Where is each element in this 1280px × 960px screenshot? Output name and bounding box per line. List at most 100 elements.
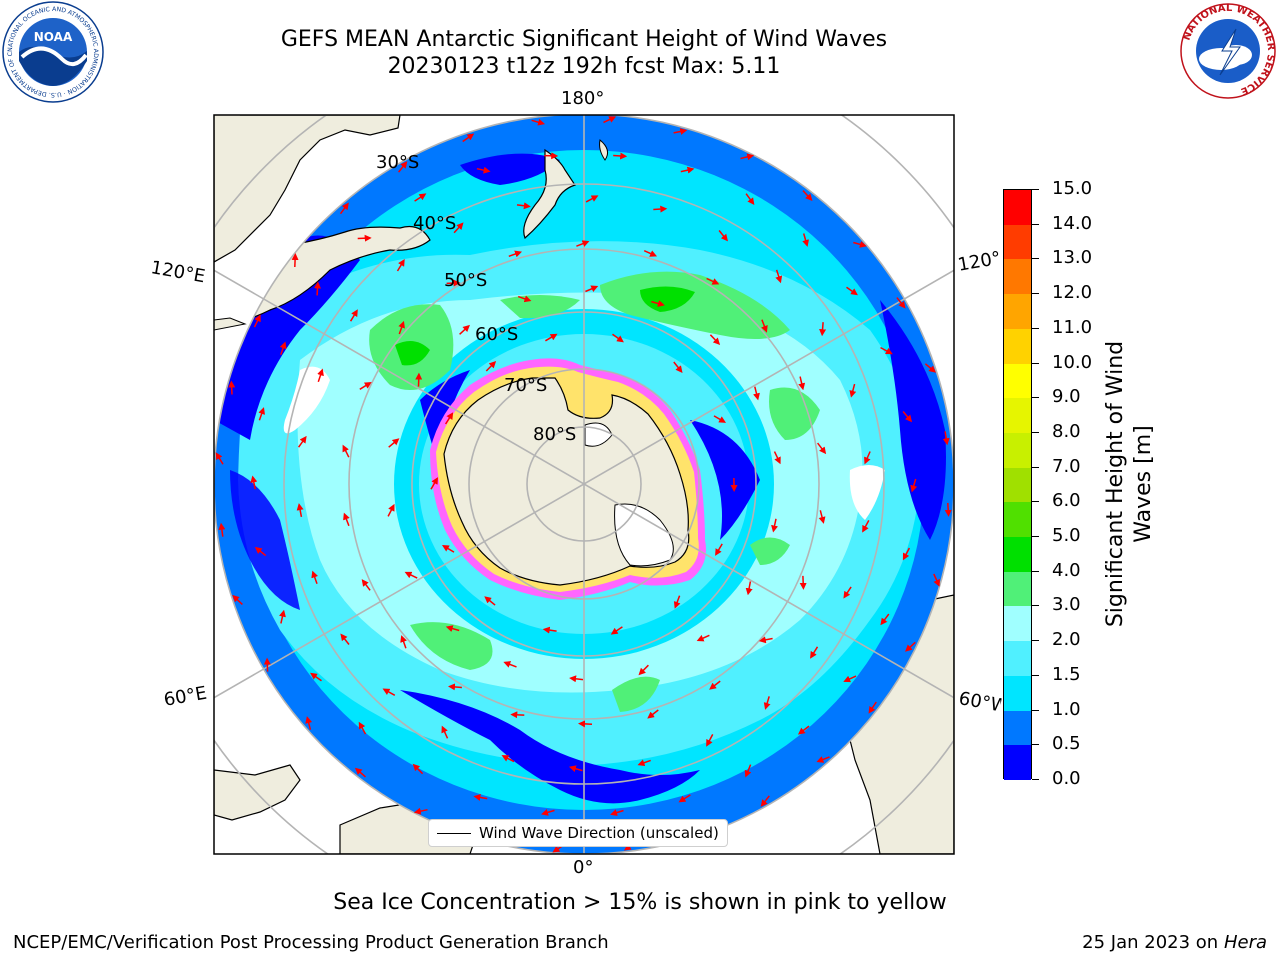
wave-arrow (924, 363, 937, 373)
wave-arrow (673, 361, 683, 373)
colorbar-segment (1004, 606, 1031, 642)
wave-arrow (545, 333, 558, 342)
colorbar-segment (1004, 190, 1031, 225)
wave-arrow (314, 281, 322, 296)
wave-arrow (254, 546, 267, 557)
wave-arrow (933, 573, 940, 587)
wave-arrow (305, 716, 313, 730)
footer-host: Hera (1223, 932, 1267, 953)
wave-arrow (349, 309, 358, 322)
wave-arrow (653, 205, 668, 213)
wave-arrow (902, 411, 913, 423)
wave-arrow (706, 734, 714, 747)
wave-arrow (462, 133, 475, 143)
wave-arrow (843, 586, 852, 599)
colorbar-segment (1004, 363, 1031, 399)
colorbar-segment (1004, 224, 1031, 260)
wave-arrow (773, 451, 781, 465)
colorbar-tick (1032, 327, 1039, 329)
colorbar-tick (1032, 189, 1039, 190)
lon-label-180: 180° (561, 88, 605, 109)
colorbar-tick-label: 8.0 (1052, 420, 1081, 442)
wave-arrow (501, 755, 515, 763)
wave-arrow (816, 756, 830, 763)
wave-arrow (218, 522, 226, 537)
wave-arrow (612, 333, 624, 343)
colorbar-segment (1004, 259, 1031, 295)
wave-arrow (678, 794, 691, 803)
wave-arrow (398, 161, 408, 173)
wave-arrow (444, 412, 454, 425)
wave-arrow (868, 701, 877, 714)
wave-arrow (339, 202, 349, 215)
legend-line-swatch (437, 832, 471, 834)
wave-arrow (453, 222, 464, 234)
wave-arrow (673, 128, 688, 135)
wave-arrow (279, 341, 287, 356)
colorbar-tick-label: 2.0 (1052, 629, 1081, 651)
wave-arrow (361, 579, 371, 591)
wave-arrow (942, 431, 950, 446)
wave-arrow (473, 793, 488, 801)
footer-credit: NCEP/EMC/Verification Post Processing Pr… (13, 932, 609, 953)
wave-arrow (291, 253, 299, 268)
wave-arrow (232, 594, 243, 605)
wave-arrow (802, 190, 813, 201)
wave-arrow (610, 626, 623, 635)
colorbar-segment (1004, 710, 1031, 746)
wave-arrow (744, 764, 752, 778)
wave-arrow (715, 543, 723, 556)
colorbar-tick (1032, 397, 1039, 399)
colorbar-segment (1004, 537, 1031, 572)
wave-arrow (250, 475, 258, 490)
chart-subtitle: 20230123 t12z 192h fcst Max: 5.11 (387, 54, 781, 79)
wave-arrow (696, 634, 710, 642)
colorbar-segment (1004, 432, 1031, 468)
wave-arrow (396, 258, 405, 272)
footer-date-text: 25 Jan 2023 on (1082, 932, 1219, 953)
wave-arrow (340, 633, 350, 645)
wave-arrow (398, 320, 405, 335)
wave-arrow (760, 795, 770, 807)
wave-arrow (342, 444, 350, 458)
wave-arrow (569, 675, 584, 683)
wave-arrow (516, 202, 531, 210)
wave-arrow (382, 688, 396, 696)
colorbar-tick (1032, 570, 1039, 572)
wave-arrow (643, 250, 658, 257)
wave-arrow (880, 346, 893, 355)
wave-arrow (905, 641, 916, 652)
colorbar-segment (1004, 294, 1031, 329)
wave-arrow (713, 415, 727, 423)
colorbar-segment (1004, 328, 1031, 364)
wave-arrow (880, 613, 890, 626)
wave-arrow (846, 286, 858, 296)
wave-arrow (542, 626, 557, 634)
footer-date: 25 Jan 2023 on Hera (1082, 932, 1267, 953)
national-weather-service-logo-icon: NATIONAL WEATHER SERVICE (1180, 3, 1276, 99)
colorbar-tick-label: 12.0 (1052, 282, 1093, 304)
colorbar-tick-label: 13.0 (1052, 247, 1093, 269)
wave-arrow (388, 438, 400, 448)
colorbar-segment (1004, 675, 1031, 711)
colorbar-tick-label: 6.0 (1052, 490, 1081, 512)
wave-arrow (508, 250, 522, 258)
wave-arrow (758, 636, 773, 644)
colorbar-tick-label: 4.0 (1052, 559, 1081, 581)
wave-arrow (578, 720, 593, 728)
wave-arrow (944, 502, 952, 517)
wave-arrow (718, 230, 728, 242)
colorbar (1003, 189, 1032, 780)
wave-arrow (810, 646, 819, 659)
wave-arrow (253, 314, 261, 328)
wave-arrow (802, 233, 809, 247)
wave-arrow (357, 234, 372, 242)
lat-label-50s: 50°S (444, 270, 488, 291)
wave-arrow (414, 193, 427, 202)
wave-arrow (651, 300, 665, 307)
colorbar-tick (1032, 640, 1039, 642)
wave-arrow (817, 442, 827, 455)
wave-arrow (354, 767, 366, 778)
wave-arrow (610, 809, 624, 816)
